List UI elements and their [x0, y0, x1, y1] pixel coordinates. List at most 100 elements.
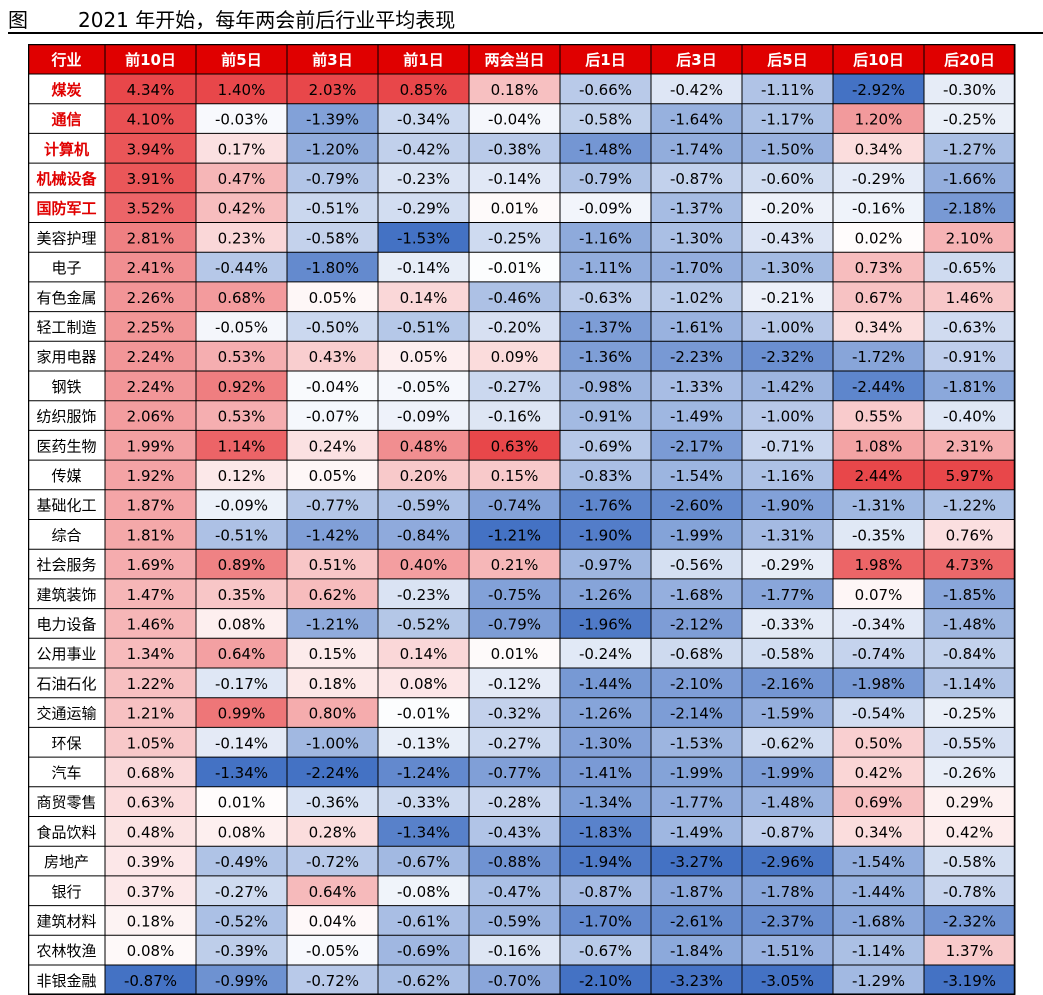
cell-value: -1.90% [761, 497, 814, 515]
heatmap-cell [105, 608, 196, 639]
cell-value: 0.15% [309, 645, 357, 663]
cell-value: -0.27% [488, 734, 541, 752]
heatmap-cell [924, 311, 1015, 342]
heatmap-cell [287, 103, 378, 134]
header-cell [833, 44, 924, 74]
row-label-cell [28, 400, 105, 431]
cell-value: -0.01% [488, 259, 541, 277]
heatmap-cell [196, 460, 287, 490]
heatmap-cell [469, 965, 560, 995]
heatmap-cell [651, 103, 742, 134]
cell-value: -0.74% [852, 645, 905, 663]
heatmap-cell [651, 578, 742, 609]
heatmap-cell [287, 341, 378, 371]
cell-value: 0.80% [309, 705, 357, 723]
cell-value: -1.24% [397, 764, 450, 782]
heatmap-cell [105, 905, 196, 936]
heatmap-cell [651, 281, 742, 312]
cell-value: -0.84% [397, 526, 450, 544]
heatmap-cell [742, 133, 833, 164]
heatmap-cell [469, 103, 560, 134]
heatmap-cell [924, 608, 1015, 639]
row-label: 商贸零售 [36, 794, 96, 812]
heatmap-cell [924, 875, 1015, 906]
heatmap-cell [833, 192, 924, 223]
cell-value: -1.30% [761, 259, 814, 277]
cell-value: 0.53% [218, 408, 266, 426]
cell-value: -1.34% [397, 823, 450, 841]
row-label: 环保 [51, 734, 81, 752]
heatmap-cell [924, 252, 1015, 282]
row-label-cell [28, 608, 105, 639]
cell-value: -1.78% [761, 883, 814, 901]
cell-value: -0.52% [215, 912, 268, 930]
heatmap-cell [560, 519, 651, 550]
heatmap-cell [378, 192, 469, 223]
cell-value: -0.04% [306, 378, 359, 396]
row-label: 公用事业 [36, 645, 96, 663]
cell-value: -0.20% [761, 200, 814, 218]
heatmap-cell [287, 192, 378, 223]
cell-value: -0.54% [852, 705, 905, 723]
heatmap-cell [287, 786, 378, 817]
heatmap-cell [560, 549, 651, 579]
cell-value: -0.44% [215, 259, 268, 277]
heatmap-cell [469, 192, 560, 223]
cell-value: -0.58% [943, 853, 996, 871]
cell-value: 1.40% [218, 81, 266, 99]
heatmap-cell [287, 935, 378, 965]
cell-value: 1.22% [127, 675, 175, 693]
heatmap-cell [105, 341, 196, 371]
row-label-cell [28, 133, 105, 164]
heatmap-cell [105, 727, 196, 758]
cell-value: -0.43% [761, 229, 814, 247]
cell-value: -0.74% [488, 497, 541, 515]
header-cell [287, 44, 378, 74]
cell-value: -1.44% [852, 883, 905, 901]
heatmap-cell [560, 846, 651, 876]
cell-value: -2.14% [670, 705, 723, 723]
heatmap-cell [924, 905, 1015, 936]
heatmap-cell [742, 549, 833, 579]
heatmap-cell [287, 846, 378, 876]
row-label: 家用电器 [36, 348, 96, 366]
heatmap-cell [924, 163, 1015, 193]
heatmap-cell [378, 252, 469, 282]
cell-value: 0.64% [309, 883, 357, 901]
cell-value: -2.10% [579, 972, 632, 990]
cell-value: -0.16% [488, 942, 541, 960]
cell-value: -1.68% [670, 586, 723, 604]
heatmap-cell [378, 133, 469, 164]
heatmap-cell [924, 74, 1015, 104]
cell-value: -0.62% [397, 972, 450, 990]
heatmap-cell [742, 252, 833, 282]
heatmap-cell [378, 757, 469, 787]
row-label-cell [28, 192, 105, 223]
heatmap-cell [469, 371, 560, 401]
cell-value: 2.81% [127, 229, 175, 247]
cell-value: 0.39% [127, 853, 175, 871]
cell-value: -1.11% [579, 259, 632, 277]
heatmap-cell [560, 133, 651, 164]
heatmap-cell [924, 489, 1015, 520]
cell-value: -0.35% [852, 526, 905, 544]
heatmap-cell [651, 935, 742, 965]
heatmap-cell [651, 608, 742, 639]
cell-value: 1.98% [855, 556, 903, 574]
heatmap-cell [742, 74, 833, 104]
heatmap-cell [651, 697, 742, 728]
heatmap-cell [378, 163, 469, 193]
heatmap-cell [560, 103, 651, 134]
heatmap-cell [196, 965, 287, 995]
cell-value: -0.51% [215, 526, 268, 544]
heatmap-cell [924, 935, 1015, 965]
heatmap-cell [105, 222, 196, 253]
row-label-cell [28, 222, 105, 253]
heatmap-cell [833, 400, 924, 431]
row-label: 石油石化 [36, 675, 96, 693]
cell-value: -0.88% [488, 853, 541, 871]
heatmap-cell [742, 697, 833, 728]
cell-value: 0.92% [218, 378, 266, 396]
heatmap-cell [196, 430, 287, 461]
cell-value: -0.34% [852, 615, 905, 633]
